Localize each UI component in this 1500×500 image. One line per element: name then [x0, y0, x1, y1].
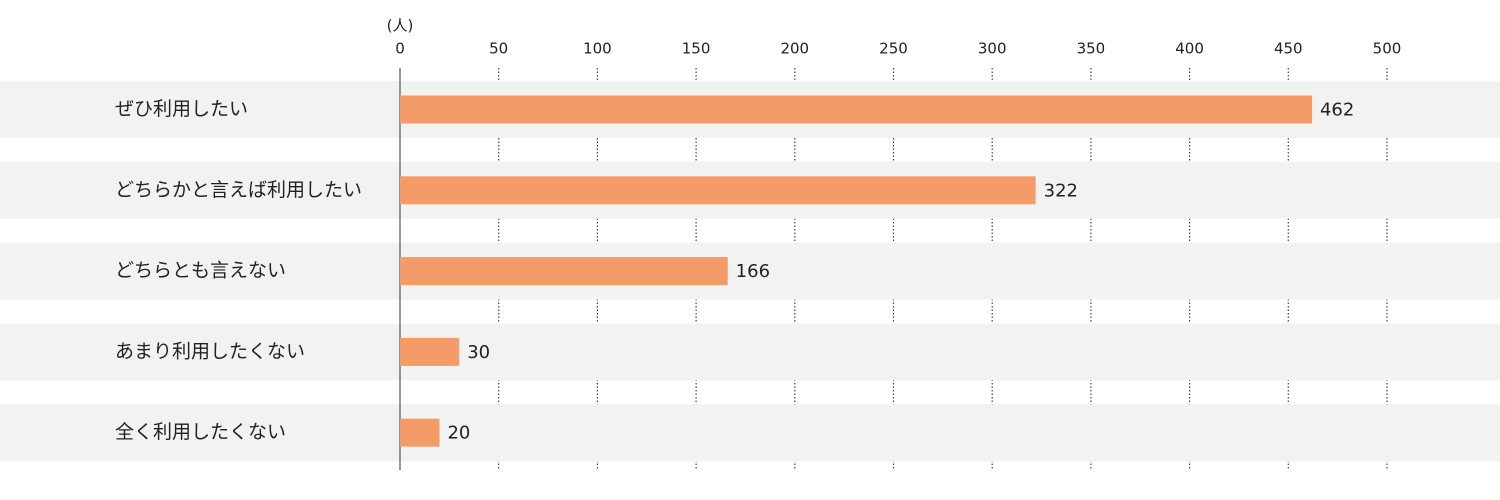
category-label: 全く利用したくない — [115, 421, 286, 443]
category-label: あまり利用したくない — [115, 340, 305, 362]
x-tick-label: 400 — [1175, 40, 1204, 58]
category-label: どちらかと言えば利用したい — [115, 179, 362, 201]
x-tick-label: 500 — [1373, 40, 1402, 58]
category-label: どちらとも言えない — [115, 260, 286, 282]
x-tick-label: 300 — [978, 40, 1007, 58]
value-label: 30 — [467, 342, 490, 363]
row-band — [0, 404, 1500, 462]
value-label: 166 — [736, 261, 770, 282]
bar — [400, 337, 460, 366]
x-tick-label: 450 — [1274, 40, 1303, 58]
value-label: 322 — [1044, 180, 1078, 201]
value-label: 462 — [1320, 100, 1354, 121]
x-tick-label: 250 — [879, 40, 908, 58]
x-tick-label: 0 — [395, 40, 405, 58]
row-band — [0, 242, 1500, 300]
value-label: 20 — [447, 423, 470, 444]
bar — [400, 257, 728, 286]
bar — [400, 418, 440, 447]
category-label: ぜひ利用したい — [115, 98, 248, 120]
x-tick-label: 50 — [489, 40, 508, 58]
x-tick-label: 200 — [780, 40, 809, 58]
x-tick-label: 150 — [682, 40, 711, 58]
bar — [400, 176, 1036, 205]
x-tick-label: 350 — [1077, 40, 1106, 58]
x-tick-label: 100 — [583, 40, 612, 58]
bar — [400, 95, 1312, 124]
unit-label: (人) — [387, 17, 414, 35]
row-band — [0, 323, 1500, 381]
